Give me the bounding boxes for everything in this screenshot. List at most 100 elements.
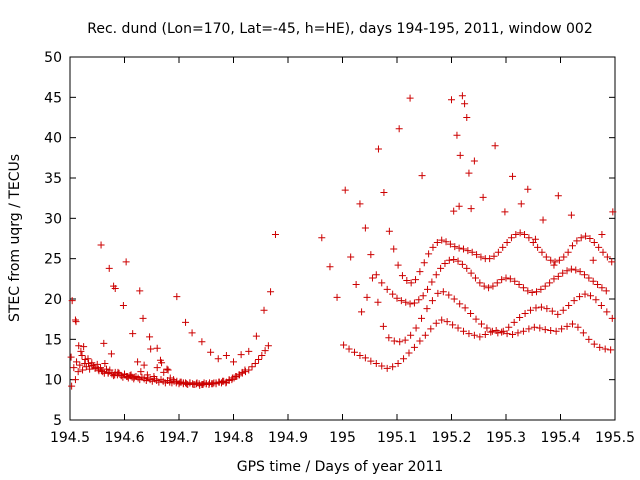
data-point bbox=[358, 308, 366, 316]
data-point bbox=[209, 380, 217, 388]
data-point bbox=[150, 372, 158, 380]
data-point bbox=[441, 260, 449, 268]
data-point bbox=[170, 376, 178, 384]
data-point bbox=[608, 314, 616, 322]
data-point bbox=[559, 269, 567, 277]
data-point bbox=[372, 271, 380, 279]
data-point bbox=[385, 227, 393, 235]
data-point bbox=[552, 327, 560, 335]
data-point bbox=[424, 285, 432, 293]
data-point bbox=[573, 237, 581, 245]
data-point bbox=[390, 337, 398, 345]
data-point bbox=[241, 368, 249, 376]
data-point bbox=[563, 322, 571, 330]
data-point bbox=[509, 330, 517, 338]
data-point bbox=[459, 327, 467, 335]
data-point bbox=[225, 376, 233, 384]
x-tick-label: 195.5 bbox=[595, 430, 635, 446]
data-point bbox=[446, 240, 454, 248]
data-point bbox=[164, 366, 172, 374]
data-point bbox=[467, 269, 475, 277]
data-point bbox=[374, 298, 382, 306]
data-point bbox=[350, 348, 358, 356]
data-point bbox=[245, 347, 253, 355]
data-point bbox=[76, 361, 84, 369]
data-point bbox=[567, 211, 575, 219]
data-point bbox=[454, 257, 462, 265]
data-point bbox=[383, 285, 391, 293]
data-point bbox=[532, 304, 540, 312]
y-tick-label: 40 bbox=[44, 131, 62, 147]
data-point bbox=[567, 265, 575, 273]
data-point bbox=[480, 282, 488, 290]
data-point bbox=[198, 338, 206, 346]
data-point bbox=[514, 329, 522, 337]
data-point bbox=[333, 293, 341, 301]
data-point bbox=[248, 363, 256, 371]
data-point bbox=[160, 368, 168, 376]
data-point bbox=[410, 343, 418, 351]
data-point bbox=[580, 271, 588, 279]
y-tick-label: 25 bbox=[44, 252, 62, 268]
data-point bbox=[428, 278, 436, 286]
data-point bbox=[124, 372, 132, 380]
data-point bbox=[80, 343, 88, 351]
data-point bbox=[491, 142, 499, 150]
data-point bbox=[252, 332, 260, 340]
data-point bbox=[106, 366, 114, 374]
data-point bbox=[449, 321, 457, 329]
data-point bbox=[494, 248, 502, 256]
chart-title: Rec. dund (Lon=170, Lat=-45, h=HE), days… bbox=[87, 21, 593, 37]
data-point bbox=[427, 325, 435, 333]
data-point bbox=[420, 259, 428, 267]
data-point bbox=[525, 325, 533, 333]
data-point bbox=[318, 234, 326, 242]
data-point bbox=[456, 300, 464, 308]
data-point bbox=[458, 92, 466, 100]
data-point bbox=[493, 279, 501, 287]
data-point bbox=[542, 253, 550, 261]
data-point bbox=[547, 326, 555, 334]
y-tick-label: 5 bbox=[53, 413, 62, 429]
data-point bbox=[505, 323, 513, 331]
data-point bbox=[206, 379, 214, 387]
data-point bbox=[363, 293, 371, 301]
data-point bbox=[541, 326, 549, 334]
data-point bbox=[547, 256, 555, 264]
data-point bbox=[397, 297, 405, 305]
data-point bbox=[499, 327, 507, 335]
data-point bbox=[111, 285, 119, 293]
data-point bbox=[560, 253, 568, 261]
data-point bbox=[450, 207, 458, 215]
data-point bbox=[340, 341, 348, 349]
data-point bbox=[546, 279, 554, 287]
data-point bbox=[71, 376, 79, 384]
data-point bbox=[585, 335, 593, 343]
data-point bbox=[550, 261, 558, 269]
data-point bbox=[326, 263, 334, 271]
data-point bbox=[524, 185, 532, 193]
data-point bbox=[442, 238, 450, 246]
data-point bbox=[412, 276, 420, 284]
y-axis-label: STEC from uqrg / TECUs bbox=[7, 154, 23, 322]
x-tick-label: 195 bbox=[329, 430, 356, 446]
data-point bbox=[228, 374, 236, 382]
data-point bbox=[207, 348, 215, 356]
data-point bbox=[511, 277, 519, 285]
data-point bbox=[471, 274, 479, 282]
data-point bbox=[537, 285, 545, 293]
data-point bbox=[451, 243, 459, 251]
data-point bbox=[104, 369, 112, 377]
data-point bbox=[70, 364, 78, 372]
data-point bbox=[498, 328, 506, 336]
data-point bbox=[189, 381, 197, 389]
data-point bbox=[389, 363, 397, 371]
data-point bbox=[595, 243, 603, 251]
data-point bbox=[579, 329, 587, 337]
x-axis-ticks: 194.5 194.6 194.7 194.8 194.9 195 195.1 195.2 19… bbox=[50, 57, 635, 446]
data-point bbox=[494, 329, 502, 337]
data-point bbox=[421, 331, 429, 339]
data-point bbox=[599, 248, 607, 256]
data-point bbox=[438, 316, 446, 324]
data-point bbox=[372, 360, 380, 368]
